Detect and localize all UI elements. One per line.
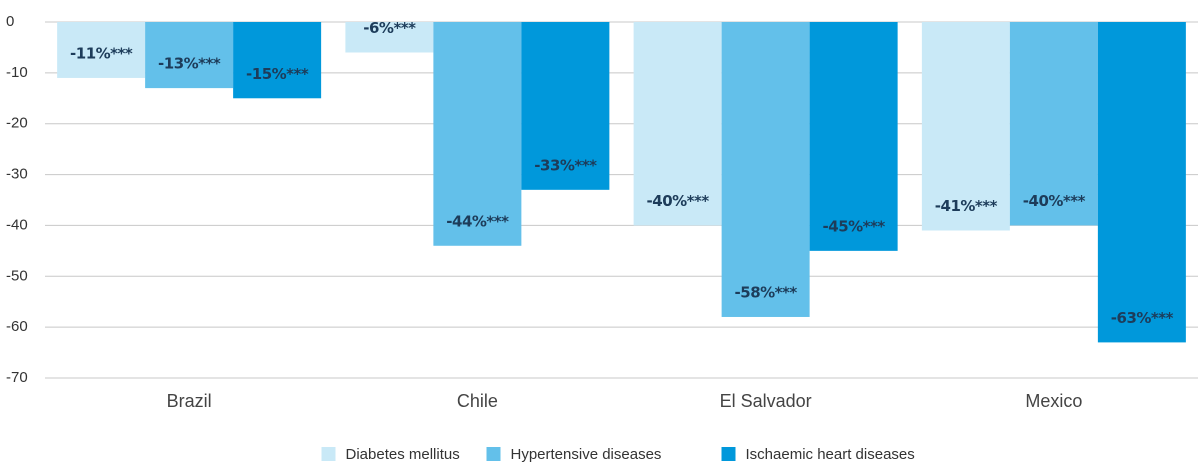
value-label: -41%*** [935, 197, 998, 215]
y-tick-label: 0 [6, 13, 14, 30]
x-tick-label: Chile [457, 391, 498, 411]
value-label: -11%*** [70, 44, 133, 62]
bar [921, 22, 1010, 231]
y-tick-label: -40 [6, 216, 28, 233]
value-label: -40%*** [1023, 192, 1086, 210]
legend-swatch [721, 447, 736, 461]
legend-label: Diabetes mellitus [346, 446, 460, 463]
bar [233, 22, 322, 99]
value-label: -40%*** [647, 192, 710, 210]
value-label: -13%*** [158, 55, 221, 73]
y-tick-label: -30 [6, 166, 28, 183]
y-tick-label: -20 [6, 115, 28, 132]
y-tick-label: -50 [6, 267, 28, 284]
x-tick-label: Brazil [167, 391, 212, 411]
bar [721, 22, 810, 317]
legend-label: Hypertensive diseases [511, 446, 662, 463]
bar [345, 22, 434, 53]
legend-label: Ischaemic heart diseases [746, 446, 915, 463]
bar [145, 22, 234, 89]
value-label: -44%*** [446, 212, 509, 230]
y-tick-label: -10 [6, 64, 28, 81]
value-label: -6%*** [363, 19, 416, 37]
legend-swatch [486, 447, 501, 461]
bar [433, 22, 522, 246]
bar [57, 22, 146, 78]
bar [809, 22, 898, 251]
value-label: -33%*** [534, 156, 597, 174]
value-label: -45%*** [823, 217, 886, 235]
value-label: -63%*** [1111, 309, 1174, 327]
value-label: -58%*** [735, 283, 798, 301]
y-tick-label: -70 [6, 369, 28, 386]
bar [521, 22, 610, 190]
x-tick-label: El Salvador [720, 391, 812, 411]
x-tick-label: Mexico [1025, 391, 1082, 411]
y-tick-label: -60 [6, 318, 28, 335]
bar [1009, 22, 1098, 226]
legend-swatch [321, 447, 336, 461]
bar [1097, 22, 1186, 343]
value-label: -15%*** [246, 65, 309, 83]
bar [633, 22, 722, 226]
